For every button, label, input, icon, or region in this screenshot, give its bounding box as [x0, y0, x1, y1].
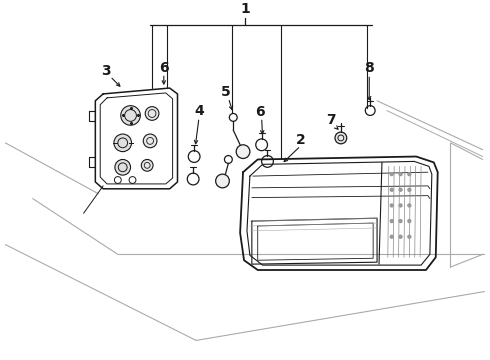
Circle shape: [236, 145, 250, 158]
Circle shape: [399, 220, 402, 222]
Circle shape: [408, 220, 411, 222]
Text: 4: 4: [194, 104, 204, 118]
Text: 1: 1: [240, 2, 250, 16]
Circle shape: [399, 204, 402, 207]
Circle shape: [115, 159, 130, 175]
Circle shape: [408, 188, 411, 191]
Circle shape: [390, 173, 393, 176]
Text: 8: 8: [365, 62, 374, 76]
Circle shape: [408, 204, 411, 207]
Text: 6: 6: [159, 62, 169, 76]
Circle shape: [399, 188, 402, 191]
Circle shape: [408, 235, 411, 238]
Circle shape: [390, 220, 393, 222]
Circle shape: [114, 134, 131, 152]
Text: 5: 5: [220, 85, 230, 99]
Text: 3: 3: [101, 64, 111, 78]
Circle shape: [141, 159, 153, 171]
Circle shape: [121, 106, 140, 125]
Circle shape: [399, 235, 402, 238]
Circle shape: [408, 173, 411, 176]
Circle shape: [143, 134, 157, 148]
Circle shape: [390, 188, 393, 191]
Circle shape: [145, 107, 159, 120]
Text: 7: 7: [326, 113, 336, 127]
Circle shape: [399, 173, 402, 176]
Circle shape: [216, 174, 229, 188]
Circle shape: [390, 235, 393, 238]
Circle shape: [335, 132, 347, 144]
Text: 6: 6: [255, 104, 265, 118]
Text: 2: 2: [296, 133, 306, 147]
Circle shape: [390, 204, 393, 207]
